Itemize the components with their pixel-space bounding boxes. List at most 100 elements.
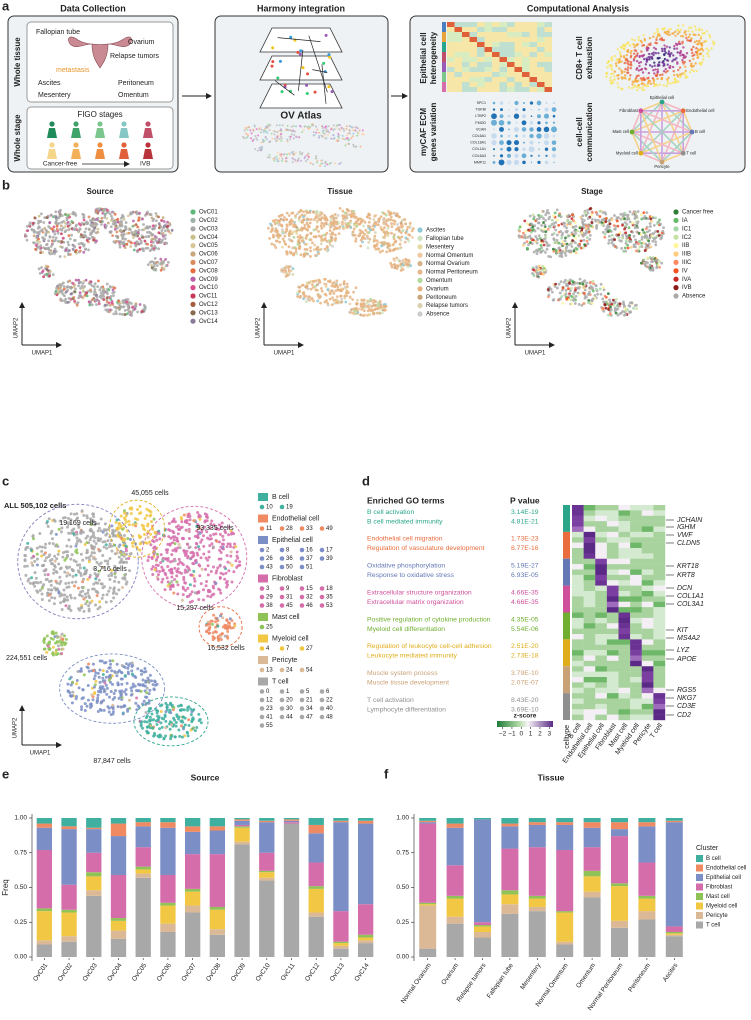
label: OvC01 bbox=[199, 210, 218, 216]
heatmap-thumb-cell bbox=[477, 62, 485, 67]
umap-point bbox=[517, 228, 520, 231]
umap-point bbox=[530, 237, 533, 240]
umap-point bbox=[39, 272, 42, 275]
umap-point bbox=[640, 50, 642, 52]
dot-thumb bbox=[499, 120, 505, 126]
umap-point bbox=[127, 557, 130, 560]
umap-point bbox=[590, 221, 593, 224]
cell-dot bbox=[281, 90, 284, 93]
umap-point bbox=[542, 210, 545, 213]
umap-point bbox=[302, 210, 305, 213]
umap-point bbox=[69, 594, 72, 597]
umap-point bbox=[315, 157, 317, 159]
umap-point bbox=[646, 58, 648, 60]
umap-point bbox=[331, 214, 334, 217]
umap-point bbox=[40, 212, 43, 215]
umap-point bbox=[167, 261, 170, 264]
heatmap-thumb-cell bbox=[545, 42, 553, 47]
umap-point bbox=[700, 37, 702, 39]
umap-point bbox=[54, 292, 57, 295]
umap-point bbox=[253, 138, 255, 140]
umap-point bbox=[621, 237, 624, 240]
umap-point bbox=[186, 565, 189, 568]
umap-point bbox=[71, 691, 74, 694]
umap-point bbox=[703, 32, 705, 34]
heatmap-thumb-cell bbox=[522, 87, 530, 92]
umap-point bbox=[558, 242, 561, 245]
label: Mesentery bbox=[38, 92, 71, 99]
umap-point bbox=[143, 700, 146, 703]
umap-point bbox=[345, 287, 348, 290]
umap-point bbox=[623, 77, 625, 79]
umap-point bbox=[186, 731, 189, 734]
umap-point bbox=[281, 160, 283, 162]
network-node bbox=[681, 151, 686, 156]
umap-point bbox=[581, 283, 584, 286]
umap-point bbox=[106, 670, 109, 673]
umap-point bbox=[604, 233, 607, 236]
umap-point bbox=[98, 302, 101, 305]
umap-point bbox=[381, 312, 384, 315]
umap-point bbox=[48, 599, 51, 602]
heatmap-thumb-cell bbox=[455, 87, 463, 92]
umap-point bbox=[631, 38, 633, 40]
umap-point bbox=[344, 212, 347, 215]
umap-point bbox=[95, 299, 98, 302]
dot-thumb bbox=[508, 109, 510, 111]
umap-point bbox=[574, 241, 577, 244]
label: cell-cell bbox=[575, 117, 584, 146]
umap-point bbox=[79, 249, 82, 252]
umap-point bbox=[298, 246, 301, 249]
heatmap-thumb-cell bbox=[537, 72, 545, 77]
umap-point bbox=[570, 287, 573, 290]
umap-point bbox=[398, 229, 401, 232]
umap-point bbox=[596, 293, 599, 296]
umap-point bbox=[81, 580, 84, 583]
heatmap-thumb-cell bbox=[455, 27, 463, 32]
dot-thumb bbox=[500, 101, 504, 105]
umap-point bbox=[268, 154, 270, 156]
umap-point bbox=[684, 66, 686, 68]
heatmap-thumb-cell bbox=[537, 82, 545, 87]
umap-point bbox=[164, 229, 167, 232]
dot-thumb bbox=[515, 135, 518, 138]
umap-point bbox=[625, 237, 628, 240]
umap-point bbox=[32, 534, 35, 537]
umap-point bbox=[551, 291, 554, 294]
umap-point bbox=[363, 309, 366, 312]
umap-point bbox=[148, 689, 151, 692]
umap-point bbox=[661, 61, 663, 63]
umap-point bbox=[393, 259, 396, 262]
umap-point bbox=[302, 297, 305, 300]
umap-point bbox=[106, 300, 109, 303]
umap-point bbox=[355, 221, 358, 224]
umap-point bbox=[346, 214, 349, 217]
heatmap-thumb-cell bbox=[545, 52, 553, 57]
umap-point bbox=[291, 246, 294, 249]
label: Endothelial cell bbox=[686, 108, 714, 113]
umap-point bbox=[656, 78, 658, 80]
umap-point bbox=[136, 212, 139, 215]
dot-thumb bbox=[506, 160, 511, 165]
umap-point bbox=[130, 212, 133, 215]
umap-point bbox=[650, 83, 652, 85]
umap-point bbox=[281, 214, 284, 217]
umap-point bbox=[380, 241, 383, 244]
umap-point bbox=[621, 88, 623, 90]
umap-point bbox=[277, 151, 279, 153]
umap-point bbox=[356, 302, 359, 305]
heatmap-thumb-cell bbox=[485, 57, 493, 62]
umap-point bbox=[187, 734, 190, 737]
umap-point bbox=[33, 242, 36, 245]
umap-point bbox=[681, 42, 683, 44]
umap-point bbox=[286, 153, 288, 155]
umap-point bbox=[645, 211, 648, 214]
legend-swatch bbox=[417, 244, 422, 249]
umap-point bbox=[655, 39, 657, 41]
umap-point bbox=[73, 244, 76, 247]
umap-point bbox=[339, 124, 341, 126]
umap-point bbox=[232, 570, 235, 573]
umap-point bbox=[205, 630, 208, 633]
umap-point bbox=[83, 566, 86, 569]
umap-point bbox=[384, 309, 387, 312]
